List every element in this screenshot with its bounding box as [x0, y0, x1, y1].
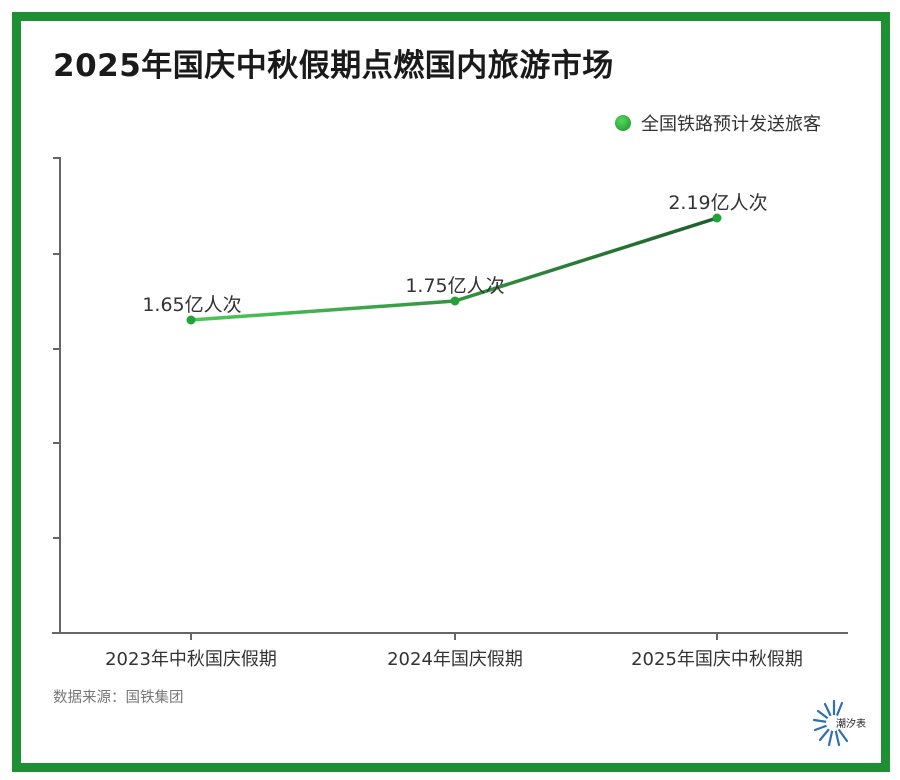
chart-title: 2025年国庆中秋假期点燃国内旅游市场: [53, 48, 614, 84]
data-label: 2.19亿人次: [668, 192, 767, 214]
legend-marker-icon: [615, 115, 631, 131]
data-point[interactable]: [186, 315, 196, 325]
x-tick-label: 2024年国庆假期: [387, 649, 523, 670]
x-axis-ticks: [190, 633, 718, 640]
y-axis-ticks: [53, 157, 60, 634]
data-points: [186, 213, 722, 325]
sunburst-logo-icon: [812, 699, 849, 747]
legend-label: 全国铁路预计发送旅客: [641, 114, 821, 135]
data-source: 数据来源：国铁集团: [53, 690, 184, 706]
data-point[interactable]: [450, 296, 460, 306]
x-tick-label: 2023年中秋国庆假期: [105, 649, 277, 670]
logo-text: 潮汐表: [836, 719, 866, 730]
x-tick-label: 2025年国庆中秋假期: [631, 649, 803, 670]
data-label: 1.75亿人次: [405, 275, 504, 297]
data-point[interactable]: [712, 213, 722, 223]
chart-frame: [12, 12, 890, 772]
data-label: 1.65亿人次: [142, 294, 241, 316]
legend: 全国铁路预计发送旅客: [615, 110, 821, 136]
